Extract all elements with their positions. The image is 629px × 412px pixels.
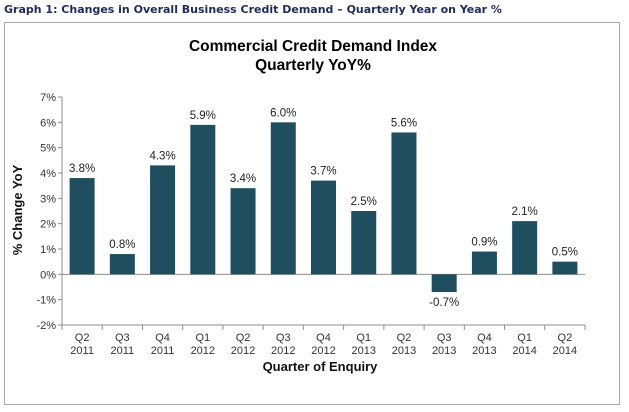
x-tick-label-quarter: Q1 <box>356 332 371 344</box>
data-label: -0.7% <box>429 297 459 309</box>
x-tick-label-quarter: Q4 <box>316 332 331 344</box>
data-label: 4.3% <box>149 150 175 162</box>
data-label: 3.7% <box>310 166 336 178</box>
x-tick-label-year: 2012 <box>311 345 335 357</box>
x-tick-label-quarter: Q1 <box>195 332 210 344</box>
x-tick-label-quarter: Q4 <box>477 332 492 344</box>
plot-area: -2%-1%0%1%2%3%4%5%6%7%3.8%Q220110.8%Q320… <box>36 92 586 357</box>
bar <box>512 221 538 275</box>
y-tick-label: 0% <box>40 269 56 281</box>
data-label: 5.6% <box>391 117 417 129</box>
x-tick-label-year: 2012 <box>191 345 215 357</box>
bar <box>190 124 216 275</box>
bar <box>351 211 377 275</box>
y-tick-label: 4% <box>40 168 56 180</box>
data-label: 2.5% <box>351 196 377 208</box>
bar <box>270 122 296 275</box>
data-label: 3.4% <box>230 173 256 185</box>
x-tick-label-year: 2011 <box>70 345 94 357</box>
x-tick-label-quarter: Q2 <box>75 332 90 344</box>
chart-title: Commercial Credit Demand Index <box>189 38 437 55</box>
y-tick-label: 5% <box>40 143 56 155</box>
x-tick-label-year: 2013 <box>392 345 416 357</box>
chart-subtitle: Quarterly YoY% <box>255 57 371 74</box>
x-tick-label-year: 2013 <box>432 345 456 357</box>
x-tick-label-quarter: Q1 <box>517 332 532 344</box>
data-label: 5.9% <box>190 110 216 122</box>
x-tick-label-year: 2014 <box>512 345 536 357</box>
y-tick-label: -2% <box>36 320 56 332</box>
bar <box>230 188 256 275</box>
x-tick-label-year: 2013 <box>351 345 375 357</box>
x-tick-label-year: 2012 <box>231 345 255 357</box>
y-axis-label: % Change YoY <box>10 164 25 255</box>
data-label: 6.0% <box>270 107 296 119</box>
x-tick-label-quarter: Q3 <box>276 332 291 344</box>
y-tick-label: 7% <box>40 92 56 104</box>
bar <box>391 132 417 275</box>
x-tick-label-quarter: Q2 <box>397 332 412 344</box>
bar <box>552 261 578 275</box>
x-tick-label-quarter: Q4 <box>155 332 170 344</box>
x-tick-label-year: 2011 <box>111 345 135 357</box>
x-tick-label-year: 2011 <box>151 345 175 357</box>
graph-caption: Graph 1: Changes in Overall Business Cre… <box>4 3 502 16</box>
bar <box>69 178 95 275</box>
y-tick-label: 2% <box>40 219 56 231</box>
bar <box>311 180 336 275</box>
x-tick-label-year: 2014 <box>553 345 577 357</box>
x-tick-label-quarter: Q2 <box>558 332 573 344</box>
data-label: 0.9% <box>471 237 497 249</box>
y-tick-label: 3% <box>40 193 56 205</box>
bar <box>109 254 135 275</box>
data-label: 3.8% <box>69 163 95 175</box>
data-label: 2.1% <box>512 206 538 218</box>
x-tick-label-year: 2012 <box>271 345 295 357</box>
x-axis-label: Quarter of Enquiry <box>263 359 379 374</box>
y-tick-label: -1% <box>36 295 56 307</box>
data-label: 0.5% <box>552 247 578 259</box>
bar <box>471 251 497 275</box>
x-tick-label-quarter: Q3 <box>115 332 130 344</box>
y-tick-label: 6% <box>40 117 56 129</box>
x-tick-label-year: 2013 <box>472 345 496 357</box>
x-tick-label-quarter: Q3 <box>437 332 452 344</box>
data-label: 0.8% <box>109 239 135 251</box>
y-tick-label: 1% <box>40 244 56 256</box>
bar <box>150 165 176 275</box>
bar <box>431 274 457 293</box>
x-tick-label-quarter: Q2 <box>236 332 251 344</box>
